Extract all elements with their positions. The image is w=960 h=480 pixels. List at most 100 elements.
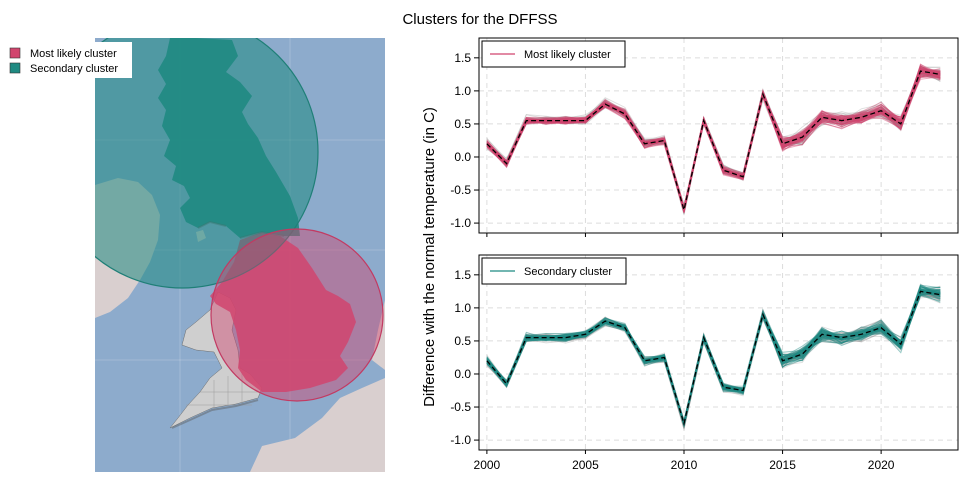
background-simulation-line (486, 293, 941, 431)
cluster-series-line (486, 289, 941, 425)
map-legend-label-secondary: Secondary cluster (30, 63, 118, 75)
background-simulation-line (486, 74, 941, 212)
cluster-series-line (486, 69, 941, 210)
y-tick-label: 1.5 (454, 268, 471, 282)
background-simulation-line (486, 65, 941, 213)
cluster-series-line (486, 72, 941, 212)
x-tick-label: 2010 (671, 458, 698, 472)
plot-frame (478, 37, 959, 234)
y-tick-label: -1.0 (450, 433, 471, 447)
y-tick-label: -1.0 (450, 216, 471, 230)
y-tick-label: 1.5 (454, 51, 471, 65)
map-legend-label-most-likely: Most likely cluster (30, 48, 117, 60)
y-tick-label: 1.0 (454, 301, 471, 315)
cluster-series-line (486, 69, 941, 213)
cluster-series-line (486, 70, 941, 207)
cluster-series-line (486, 285, 941, 424)
cluster-series-line (486, 292, 941, 425)
y-tick-label: -0.5 (450, 183, 471, 197)
cluster-series-line (486, 69, 941, 209)
chart-most-likely-cluster: -1.0 -0.5 0.0 0.5 1.0 1.5 Most likely cluster (450, 37, 959, 237)
background-simulation-line (486, 291, 941, 429)
background-simulation-line (486, 294, 941, 425)
cluster-series-line (486, 286, 941, 423)
background-simulation-line (486, 292, 941, 430)
background-simulation-line (486, 294, 941, 430)
cluster-series-line (486, 68, 941, 212)
cluster-series-line (486, 292, 941, 428)
y-tick-label: 0.0 (454, 150, 471, 164)
background-simulation-line (486, 290, 941, 425)
background-simulation-line (486, 73, 941, 212)
background-simulation-line (486, 72, 941, 210)
plot-frame (478, 254, 959, 451)
y-axis-label: Difference with the normal temperature (… (421, 107, 438, 407)
background-simulation-line (486, 288, 941, 426)
cluster-series-line (486, 72, 941, 214)
background-simulation-line (486, 69, 941, 208)
background-simulation-line (486, 289, 941, 429)
background-simulation-line (486, 290, 941, 425)
background-simulation-line (486, 285, 941, 423)
background-simulation-line (486, 288, 941, 424)
x-tick-label: 2020 (868, 458, 895, 472)
map-legend-background (4, 42, 132, 78)
cluster-series-line (486, 73, 941, 212)
cluster-series-line (486, 289, 941, 427)
map (95, 38, 385, 472)
map-wales-west (169, 291, 263, 429)
background-simulation-line (486, 67, 941, 210)
reference-line (486, 290, 941, 427)
background-simulation-line (486, 72, 941, 211)
cluster-series-line (486, 66, 941, 212)
x-tick-label: 2000 (474, 458, 501, 472)
map-secondary-cluster-circle (95, 38, 319, 289)
plot-area (479, 38, 958, 233)
x-tick-label: 2015 (769, 458, 796, 472)
map-continent (372, 300, 385, 370)
y-tick-label: 0.5 (454, 334, 471, 348)
y-tick-label: 0.0 (454, 367, 471, 381)
x-tick-label: 2005 (572, 458, 599, 472)
map-legend-swatch-most-likely (9, 47, 21, 59)
map-france (250, 378, 385, 472)
map-legend: Most likely cluster Secondary cluster (4, 42, 132, 78)
cluster-series-line (486, 74, 941, 213)
cluster-series-line (486, 71, 941, 213)
background-simulation-line (486, 294, 941, 427)
background-simulation-line (486, 65, 941, 208)
legend-label: Secondary cluster (524, 266, 612, 278)
figure-title: Clusters for the DFFSS (402, 11, 557, 28)
background-simulation-line (486, 73, 941, 212)
cluster-series-line (486, 68, 941, 210)
background-simulation-line (486, 288, 941, 422)
map-most-likely-cluster-circle (210, 228, 384, 402)
background-simulation-line (486, 68, 941, 211)
map-wales-grid (186, 372, 258, 410)
cluster-series-line (486, 286, 941, 425)
reference-line (486, 70, 941, 211)
plot-area (479, 255, 958, 450)
cluster-series-line (486, 65, 941, 211)
background-simulation-line (486, 66, 941, 212)
background-simulation-line (486, 292, 941, 427)
legend-label: Most likely cluster (524, 49, 611, 61)
map-legend-swatch-secondary (9, 62, 21, 74)
background-simulation-line (486, 75, 941, 209)
cluster-series-line (486, 295, 941, 428)
cluster-series-line (486, 290, 941, 428)
y-tick-label: -0.5 (450, 400, 471, 414)
chart-secondary-cluster: -1.0 -0.5 0.0 0.5 1.0 1.5 2000 2005 2010 2015 2020… (450, 254, 959, 472)
background-simulation-line (486, 72, 941, 208)
cluster-series-line (486, 68, 941, 209)
y-tick-label: 0.5 (454, 117, 471, 131)
background-simulation-line (486, 70, 941, 216)
background-simulation-line (486, 291, 941, 429)
cluster-series-line (486, 70, 941, 208)
y-tick-label: 1.0 (454, 84, 471, 98)
cluster-series-line (486, 291, 941, 428)
background-simulation-line (486, 66, 941, 207)
background-simulation-line (486, 67, 941, 211)
background-simulation-line (486, 287, 941, 423)
